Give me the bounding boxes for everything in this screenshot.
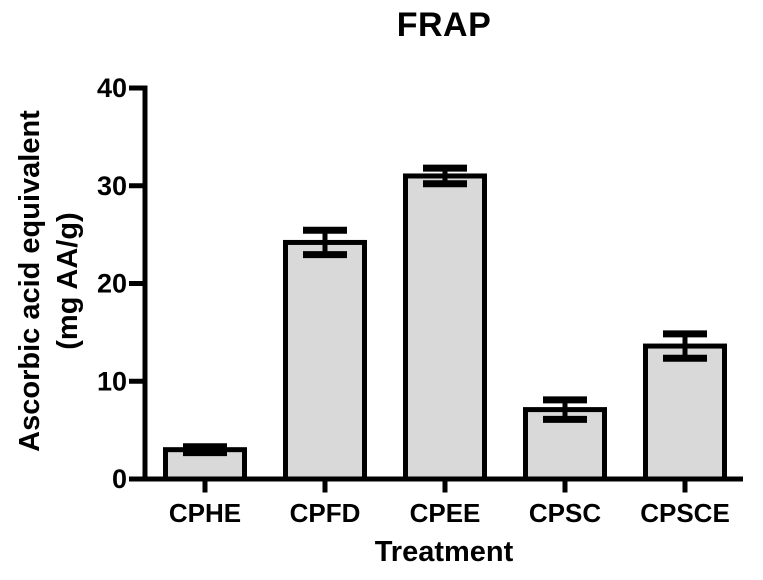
x-category-label-CPEE: CPEE [410,498,481,528]
x-category-label-CPFD: CPFD [290,498,361,528]
x-axis-title: Treatment [374,536,514,568]
x-category-label-CPSC: CPSC [529,498,601,528]
bar-CPEE [403,173,487,482]
y-tick-label-0: 0 [112,464,127,494]
bar-CPSCE [643,343,727,482]
x-category-label-CPSCE: CPSCE [640,498,730,528]
y-tick-label-10: 10 [97,366,127,396]
chart-title: FRAP [396,6,492,44]
y-tick-label-30: 30 [97,171,127,201]
y-tick-label-40: 40 [97,73,127,103]
bar-CPFD [283,239,367,482]
x-category-label-CPHE: CPHE [169,498,241,528]
y-tick-label-20: 20 [97,269,127,299]
